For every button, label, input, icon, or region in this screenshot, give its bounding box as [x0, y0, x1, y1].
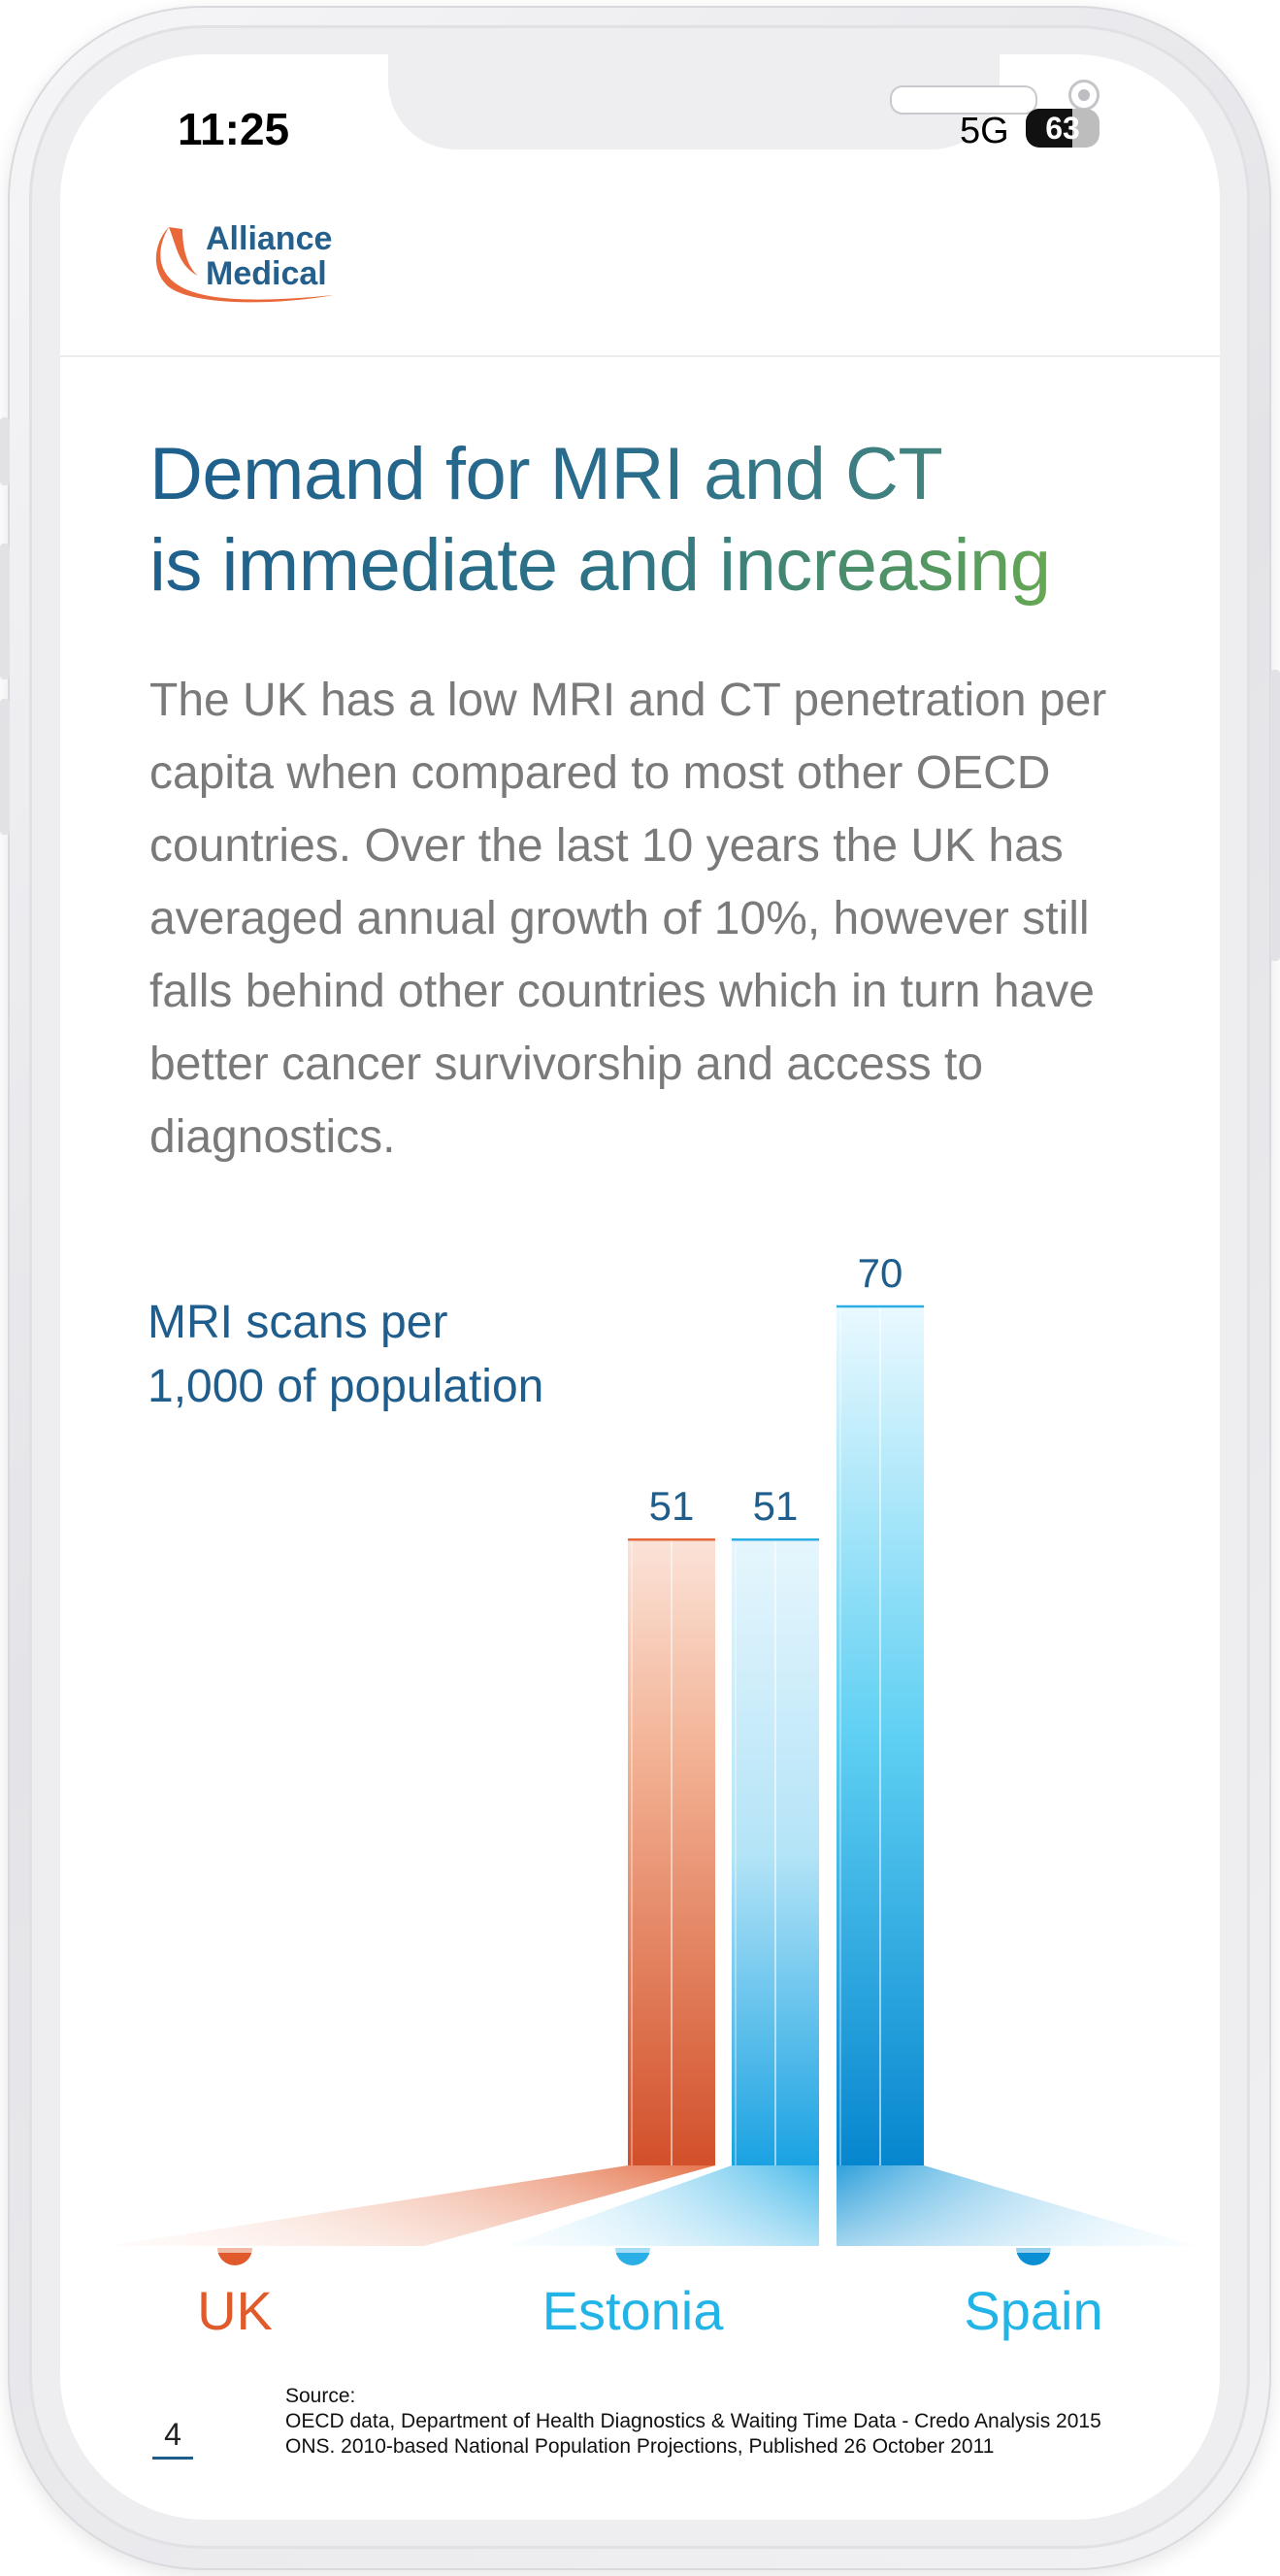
value-label-estonia: 51: [753, 1483, 799, 1529]
volume-up-button: [0, 544, 10, 679]
category-marker-spain: [1016, 2248, 1051, 2265]
floor-fade: [60, 2165, 1220, 2253]
intro-paragraph: The UK has a low MRI and CT penetration …: [149, 675, 1107, 1163]
logo-wordmark: Alliance Medical: [206, 221, 332, 291]
bar-uk: [628, 1539, 715, 2165]
floor-projection-uk: [109, 2165, 715, 2246]
bar-estonia: [732, 1539, 819, 2165]
category-label-uk: UK: [197, 2280, 273, 2341]
front-camera-icon: [1068, 80, 1099, 111]
header-divider: [60, 355, 1220, 357]
logo-text-line2: Medical: [206, 255, 327, 292]
floor-projection-estonia: [507, 2165, 819, 2246]
power-button: [1270, 670, 1280, 961]
source-line1: OECD data, Department of Health Diagnost…: [285, 2410, 1101, 2432]
speaker-grille: [890, 85, 1037, 115]
category-label-spain: Spain: [964, 2280, 1102, 2341]
alliance-medical-logo: [155, 227, 334, 303]
network-indicator: 5G: [960, 111, 1009, 151]
headline-line2: is immediate and increasing: [149, 520, 1217, 611]
bar-spain: [837, 1306, 924, 2165]
mri-scans-bar-chart: 51 UK 51 Estonia 70 Spain: [60, 1250, 1220, 2341]
page-headline: Demand for MRI and CT is immediate and i…: [149, 429, 1217, 611]
chart-title-line2: 1,000 of population: [148, 1361, 544, 1412]
value-label-spain: 70: [858, 1250, 903, 1296]
battery-fill: [1026, 109, 1072, 148]
chart-title-line1: MRI scans per: [148, 1297, 448, 1348]
value-label-uk: 51: [649, 1483, 695, 1529]
category-label-estonia: Estonia: [542, 2280, 725, 2341]
chart-title: MRI scans per 1,000 of population: [148, 1291, 691, 1419]
status-time: 11:25: [178, 104, 290, 154]
notch: [388, 54, 1099, 149]
battery-level: 63: [1045, 111, 1080, 146]
source-label: Source:: [285, 2385, 356, 2407]
source-note: Source: OECD data, Department of Health …: [285, 2384, 1178, 2460]
category-marker-estonia: [615, 2248, 650, 2265]
volume-down-button: [0, 699, 10, 835]
page-number: 4: [152, 2417, 193, 2460]
battery-icon: 63: [1026, 109, 1099, 148]
phone-screen: 11:25 5G 63 Alliance Medical Demand for …: [60, 54, 1220, 2520]
category-marker-uk: [217, 2248, 252, 2265]
source-line2: ONS. 2010-based National Population Proj…: [285, 2435, 995, 2458]
floor-projection-spain: [837, 2165, 1196, 2246]
headline-line1: Demand for MRI and CT: [149, 429, 1217, 520]
side-button-left: [0, 417, 10, 485]
logo-text-line1: Alliance: [206, 220, 333, 257]
